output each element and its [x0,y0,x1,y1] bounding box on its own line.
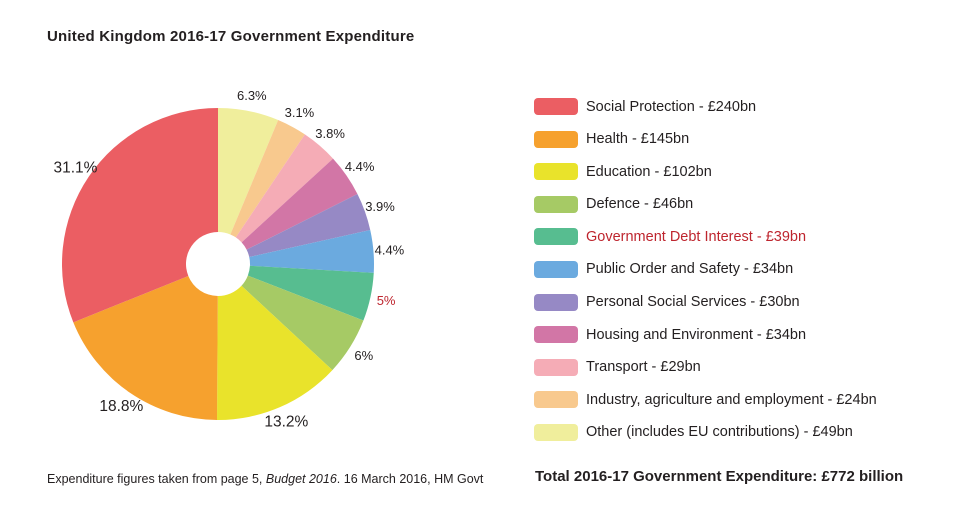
pie-percent-label-health: 18.8% [99,398,143,415]
legend-label-transport: Transport - £29bn [586,359,701,376]
pie-slice-housing-and-environment [241,158,358,250]
legend-item-transport: Transport - £29bn [534,358,877,376]
legend-item-social-protection: Social Protection - £240bn [534,98,877,115]
pie-slice-education [217,285,333,421]
legend: Social Protection - £240bn Health - £145b… [534,98,877,457]
pie-percent-label-housing-and-environment: 4.4% [345,159,375,174]
legend-swatch-housing-and-environment [534,326,578,344]
legend-item-health: Health - £145bn [534,130,877,148]
pie-percent-label-defence: 6% [354,348,373,363]
pie-slice-personal-social-services [246,194,371,258]
pie-percent-label-government-debt-interest: 5% [377,293,396,308]
legend-item-government-debt-interest: Government Debt Interest - £39bn [534,228,877,246]
legend-item-personal-social-services: Personal Social Services - £30bn [534,293,877,311]
legend-item-housing-and-environment: Housing and Environment - £34bn [534,326,877,344]
legend-swatch-health [534,130,578,148]
legend-swatch-government-debt-interest [534,228,578,246]
legend-swatch-industry-agriculture-and-employment [534,391,578,409]
legend-swatch-defence [534,195,578,213]
pie-slice-transport [235,134,334,243]
pie-slice-public-order-and-safety [249,229,374,273]
source-note-suffix: . 16 March 2016, HM Govt [336,472,484,486]
legend-label-industry-agriculture-and-employment: Industry, agriculture and employment - £… [586,391,877,408]
source-note-publication: Budget 2016 [265,472,337,486]
source-note-prefix: Expenditure figures taken from page 5, [47,472,266,486]
chart-title: United Kingdom 2016-17 Government Expend… [47,28,415,45]
legend-label-education: Education - £102bn [586,163,712,180]
legend-label-personal-social-services: Personal Social Services - £30bn [586,294,800,311]
pie-chart: 6.3% 3.1%3.8% 4.4% 3.9% 4.4% 5% 6% 13.2% 18.8% 31… [53,88,405,430]
pie-percent-label-social-protection: 31.1% [53,159,97,176]
pie-percent-label-education: 13.2% [264,413,308,430]
legend-swatch-education [534,163,578,181]
legend-swatch-personal-social-services [534,293,578,311]
source-note: Expenditure figures taken from page 5, B… [47,472,483,486]
legend-item-defence: Defence - £46bn [534,195,877,213]
pie-slice-government-debt-interest [247,265,374,321]
pie-percent-label-personal-social-services: 3.9% [365,199,395,214]
pie-percent-label-transport: 3.8% [315,126,345,141]
legend-swatch-other-includes-eu-contributions [534,423,578,441]
total-expenditure-label: Total 2016-17 Government Expenditure: £7… [535,468,904,485]
pie-slice-social-protection [62,108,218,323]
legend-label-public-order-and-safety: Public Order and Safety - £34bn [586,261,794,278]
pie-slice-defence [241,275,364,371]
pie-percent-label-other-includes-eu-contributions: 6.3% [237,88,267,103]
pie-percent-label-industry-agriculture-and-employment: 3.1% [285,105,315,120]
legend-swatch-transport [534,358,578,376]
legend-swatch-social-protection [534,98,578,115]
legend-swatch-public-order-and-safety [534,260,578,278]
legend-item-industry-agriculture-and-employment: Industry, agriculture and employment - £… [534,391,877,409]
pie-slice-health [73,275,218,420]
pie-slice-industry-agriculture-and-employment [230,120,305,238]
legend-label-social-protection: Social Protection - £240bn [586,98,757,115]
legend-label-housing-and-environment: Housing and Environment - £34bn [586,326,807,343]
legend-label-health: Health - £145bn [586,131,690,148]
pie-slice-other-includes-eu-contributions [218,108,279,235]
legend-item-other-includes-eu-contributions: Other (includes EU contributions) - £49b… [534,423,877,441]
legend-item-public-order-and-safety: Public Order and Safety - £34bn [534,260,877,278]
legend-label-other-includes-eu-contributions: Other (includes EU contributions) - £49b… [586,424,853,441]
legend-label-defence: Defence - £46bn [586,196,694,213]
legend-label-government-debt-interest: Government Debt Interest - £39bn [586,228,807,245]
legend-item-education: Education - £102bn [534,163,877,181]
pie-percent-label-public-order-and-safety: 4.4% [375,242,405,257]
